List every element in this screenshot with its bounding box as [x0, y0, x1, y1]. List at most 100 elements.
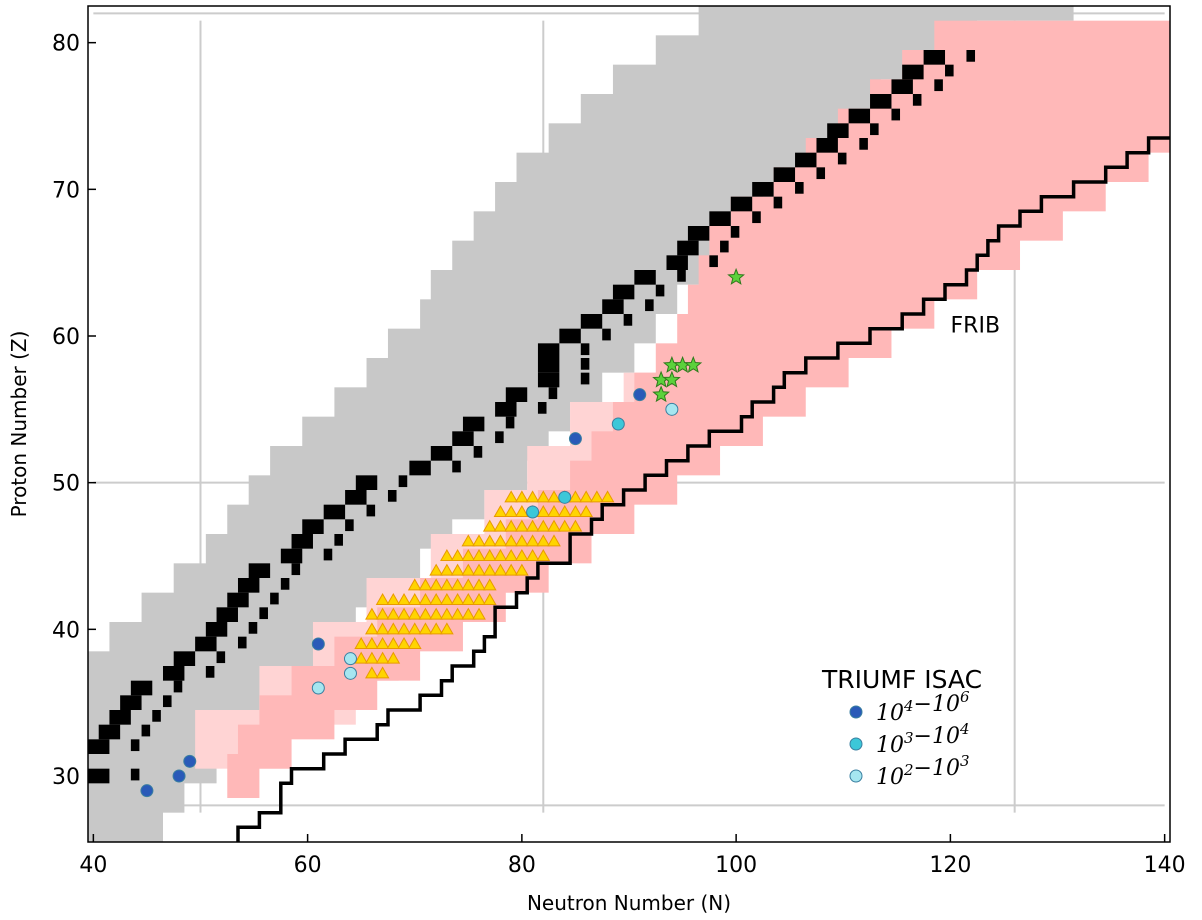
- stable-isotope: [837, 152, 847, 165]
- triangle-marker: [461, 548, 476, 561]
- axis-ticks: 40 60 80 100 120 140 30 40 50 60 70 80: [52, 32, 1186, 878]
- y-tick-label: 80: [52, 32, 80, 57]
- stable-isotope: [795, 182, 804, 194]
- stable-isotope: [945, 64, 954, 77]
- triangle-marker: [386, 592, 401, 605]
- stable-nucleus: [870, 94, 892, 109]
- triangle-marker: [525, 519, 540, 532]
- stable-nucleus: [237, 578, 260, 593]
- stable-nucleus: [409, 460, 431, 476]
- triangle-marker: [461, 592, 476, 605]
- triangle-marker: [504, 504, 519, 517]
- triangle-marker: [525, 534, 540, 547]
- triangle-marker: [504, 490, 519, 503]
- stable-isotope: [548, 387, 558, 400]
- isac-point: [172, 769, 186, 783]
- x-tick-label: 60: [294, 853, 322, 878]
- stable-nucleus: [109, 710, 131, 725]
- star-marker: [662, 370, 681, 388]
- stable-isotope: [345, 519, 354, 532]
- x-axis-title: Neutron Number (N): [527, 891, 731, 915]
- isac-point: [343, 666, 357, 680]
- triangle-marker: [568, 519, 583, 532]
- stable-nucleus: [677, 240, 699, 256]
- stable-isotope: [291, 563, 301, 576]
- isac-point: [665, 402, 679, 416]
- stable-nucleus: [355, 475, 378, 490]
- stable-isotope: [816, 167, 826, 180]
- stable-nucleus: [537, 372, 560, 388]
- triangle-marker: [493, 504, 508, 517]
- triangle-marker: [515, 563, 529, 576]
- triangle-marker: [375, 592, 390, 605]
- triangle-marker: [365, 607, 379, 620]
- triangle-marker: [515, 534, 529, 547]
- stable-isotope: [130, 768, 140, 781]
- triangle-marker: [472, 578, 486, 591]
- stable-isotope: [398, 475, 408, 488]
- triangle-marker: [461, 563, 476, 576]
- stable-isotope: [655, 284, 665, 297]
- stable-isotope: [677, 270, 686, 282]
- triangle-marker: [568, 504, 583, 517]
- stable-nucleus: [687, 226, 710, 241]
- isac-point: [311, 637, 325, 651]
- stable-nucleus: [323, 504, 346, 520]
- stable-isotope: [645, 299, 654, 312]
- triangle-marker: [407, 578, 422, 591]
- triangle-marker: [493, 519, 508, 532]
- triangle-marker: [493, 563, 508, 576]
- y-tick-label: 30: [52, 765, 80, 790]
- legend-label: 102−103: [876, 752, 970, 790]
- stable-nucleus: [205, 622, 228, 637]
- triangle-marker: [440, 592, 454, 605]
- triangle-marker: [536, 519, 551, 532]
- stable-nucleus: [709, 211, 731, 226]
- legend-marker: [849, 705, 863, 719]
- triangle-marker: [418, 607, 433, 620]
- stable-isotope: [152, 710, 161, 722]
- stable-isotope: [934, 79, 943, 92]
- triangle-marker: [515, 548, 529, 561]
- triangle-marker: [482, 563, 497, 576]
- triangle-marker: [472, 534, 486, 547]
- triangle-marker: [536, 548, 551, 561]
- triangle-marker: [407, 636, 422, 649]
- triangle-marker: [472, 563, 486, 576]
- triangle-marker: [429, 592, 444, 605]
- triangle-marker: [547, 519, 561, 532]
- triangle-marker: [407, 622, 422, 635]
- triangle-marker: [440, 548, 454, 561]
- stable-nucleus: [130, 680, 153, 696]
- stable-isotope: [580, 343, 590, 356]
- stable-nucleus: [495, 402, 517, 417]
- known-nuclei-cell: [752, 6, 1074, 21]
- frib-label: FRIB: [951, 314, 1001, 339]
- triangle-marker: [504, 534, 519, 547]
- triangle-marker: [397, 607, 411, 620]
- triangle-marker: [386, 622, 401, 635]
- triangle-marker: [557, 519, 572, 532]
- stable-nucleus: [666, 255, 688, 270]
- stable-isotope: [912, 94, 922, 106]
- legend-marker: [849, 737, 863, 751]
- triangle-marker: [354, 651, 369, 664]
- triangle-marker: [557, 504, 572, 517]
- triangle-marker: [536, 504, 551, 517]
- triangle-marker: [515, 504, 529, 517]
- stable-nucleus: [227, 592, 249, 608]
- isac-point: [140, 784, 154, 798]
- stable-nucleus: [891, 79, 913, 94]
- stable-nucleus: [537, 358, 560, 373]
- triangle-marker: [504, 548, 519, 561]
- isac-point: [558, 490, 572, 504]
- triangle-marker: [354, 636, 369, 649]
- stable-isotope: [237, 636, 247, 649]
- stable-isotope: [720, 240, 729, 253]
- triangle-marker: [397, 622, 411, 635]
- triangle-marker: [440, 578, 454, 591]
- stable-nucleus: [302, 519, 324, 534]
- plot-frame: [87, 5, 1171, 843]
- triangle-marker: [375, 622, 390, 635]
